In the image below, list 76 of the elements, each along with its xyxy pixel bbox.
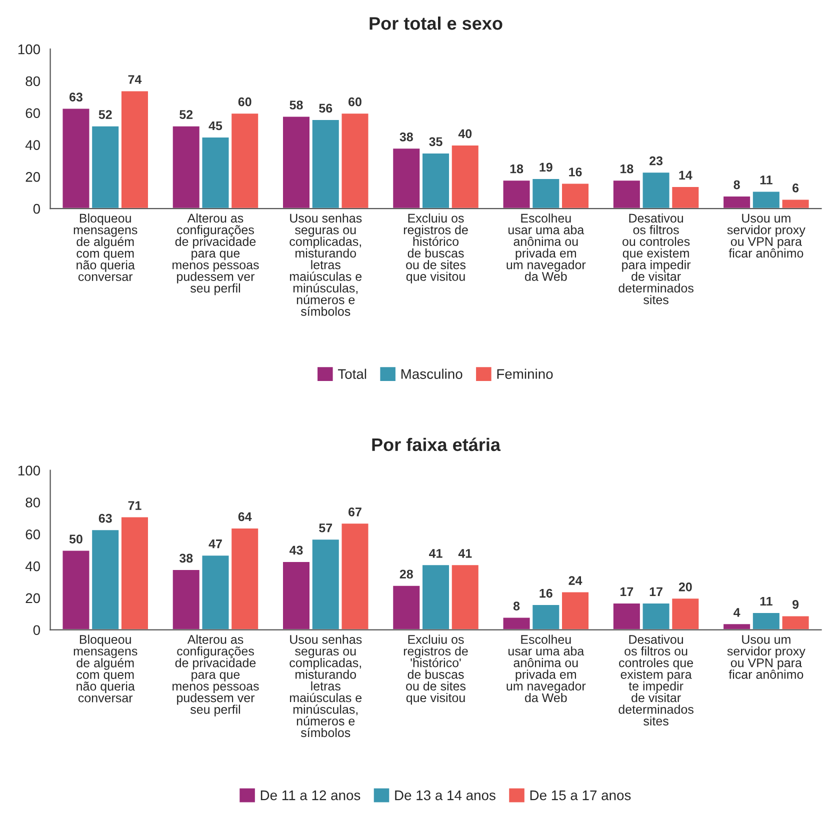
legend-label: Total	[338, 368, 366, 379]
data-label: 16	[540, 588, 552, 598]
data-label: 43	[289, 546, 303, 555]
data-label: 17	[650, 587, 662, 596]
y-tick-label: 60	[26, 108, 40, 118]
y-tick-label: 60	[26, 529, 40, 540]
y-tick-label: 0	[33, 204, 40, 214]
y-tick-label: 0	[33, 625, 40, 636]
data-label: 24	[568, 576, 582, 585]
y-tick-label: 40	[25, 140, 40, 150]
data-label: 57	[319, 524, 332, 532]
data-label: 11	[760, 176, 772, 184]
data-label: 18	[510, 164, 524, 174]
data-label: 52	[180, 110, 193, 120]
data-label: 63	[98, 514, 112, 523]
legend-label: Masculino	[401, 368, 462, 379]
data-label: 9	[792, 600, 799, 609]
legend-label: De 15 a 17 anos	[530, 790, 631, 800]
data-label: 20	[678, 582, 692, 592]
chart-title: Por total e sexo	[370, 16, 502, 30]
data-label: 8	[513, 602, 520, 610]
y-tick-label: 20	[26, 593, 40, 604]
data-label: 60	[238, 97, 252, 106]
y-tick-label: 80	[26, 76, 40, 86]
data-label: 4	[734, 608, 740, 617]
data-label: 67	[348, 508, 362, 516]
y-tick-label: 100	[18, 466, 40, 476]
x-tick-label: Bloqueou mensagens de alguém com quem não queria conversar	[74, 213, 138, 282]
data-label: 40	[458, 129, 472, 138]
x-tick-label: Escolheu usar uma aba anônima ou privada em um navegador da Web	[506, 213, 586, 281]
data-label: 16	[569, 168, 582, 176]
data-label: 38	[400, 132, 413, 142]
y-tick-label: 100	[18, 44, 40, 54]
chart-title: Por faixa etária	[372, 438, 501, 452]
x-tick-label: Usou um servidor proxy ou VPN para ficar anônimo	[727, 635, 806, 679]
legend-label: De 11 a 12 anos	[260, 790, 360, 800]
data-label: 52	[98, 110, 112, 120]
x-tick-label: Alterou as configurações de privacidade para que menos pessoas pudessem ver seu perfil	[172, 213, 259, 296]
data-label: 47	[208, 540, 222, 548]
data-label: 71	[128, 501, 142, 510]
data-label: 63	[69, 92, 82, 102]
data-label: 19	[540, 162, 552, 172]
data-label: 14	[679, 170, 692, 180]
data-label: 6	[792, 184, 799, 192]
y-tick-label: 20	[26, 172, 40, 182]
y-tick-label: 40	[25, 561, 40, 572]
x-tick-label: Alterou as configurações de privacidade para que menos pessoas pudessem ver seu perfil	[172, 634, 259, 716]
x-tick-label: Excluiu os registros de 'histórico' de buscas ou de sites que visitou	[404, 634, 468, 705]
data-label: 41	[458, 549, 472, 558]
data-label: 64	[238, 512, 252, 522]
x-tick-label: Desativou os filtros ou controles que existem para te impedir de visitar determinados sites	[618, 634, 694, 726]
category-label: Usou senhas seguras ou complicadas, misturando letras maiúsculas e minúsculas, números e símbolos	[290, 634, 362, 738]
x-tick-label: Desativou os filtros ou controles que existem para impedir de visitar determinados sites	[618, 213, 694, 304]
x-tick-label: Usou um servidor proxy ou VPN para ficar anônimo	[727, 214, 806, 258]
legend-label: De 13 a 14 anos	[395, 790, 496, 800]
data-label: 56	[319, 104, 332, 113]
data-label: 60	[348, 97, 362, 106]
data-label: 50	[69, 534, 82, 544]
data-label: 8	[734, 180, 740, 190]
data-label: 58	[290, 100, 303, 110]
data-label: 38	[179, 554, 193, 563]
y-tick-label: 80	[26, 498, 40, 508]
data-label: 45	[208, 121, 222, 130]
x-tick-label: Escolheu usar uma aba anônima ou privada em um navegador da Web	[506, 634, 586, 702]
data-label: 18	[620, 164, 634, 174]
data-label: 74	[128, 75, 142, 84]
x-tick-label: Excluiu os registros de histórico de buscas ou de sites que visitou	[404, 213, 468, 284]
data-label: 23	[650, 156, 663, 166]
data-label: 17	[620, 587, 634, 596]
x-tick-label: Bloqueou mensagens de alguém com quem não queria conversar	[74, 634, 138, 702]
data-label: 41	[429, 549, 442, 558]
category-label: Usou senhas seguras ou complicadas, misturando letras maiúsculas e minúsculas, números e símbolos	[290, 213, 362, 316]
legend-label: Feminino	[497, 368, 553, 379]
data-label: 35	[429, 137, 442, 146]
data-label: 28	[400, 570, 413, 579]
data-label: 11	[760, 596, 772, 606]
